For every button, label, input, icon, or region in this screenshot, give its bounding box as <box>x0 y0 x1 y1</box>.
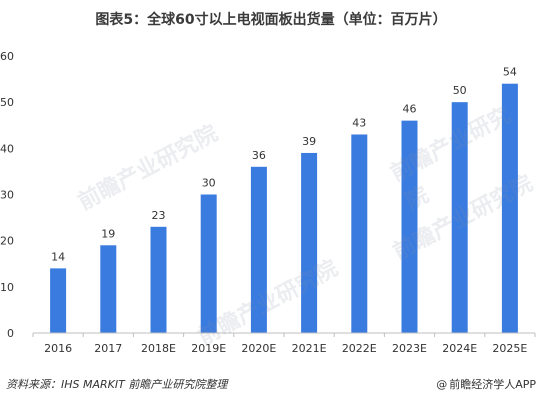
data-label: 23 <box>152 209 166 222</box>
y-tick-label: 30 <box>0 189 14 202</box>
source-note: 资料来源：IHS MARKIT 前瞻产业研究院整理 <box>6 378 228 391</box>
brand-label: @ 前瞻经济学人APP <box>436 376 536 392</box>
y-tick-label: 20 <box>0 235 14 248</box>
x-tick-label: 2017 <box>94 342 122 355</box>
bar <box>100 245 117 333</box>
x-tick-label: 2020E <box>241 342 276 355</box>
x-tick-label: 2022E <box>342 342 377 355</box>
bar <box>50 268 67 333</box>
x-tick-label: 2024E <box>442 342 477 355</box>
x-axis: 2016 2017 2018E 2019E 2020E 2021E 2022E 2023E 20… <box>32 332 536 355</box>
bar <box>150 226 167 333</box>
y-tick-label: 40 <box>0 142 14 155</box>
brand-name: 前瞻经济学人APP <box>449 378 536 391</box>
data-label: 19 <box>101 227 115 240</box>
data-label: 30 <box>202 177 216 190</box>
x-tick-label: 2025E <box>492 342 527 355</box>
y-tick-label: 50 <box>0 96 14 109</box>
y-tick-label: 10 <box>0 281 14 294</box>
bar <box>200 194 217 333</box>
y-axis: 0 10 20 30 40 50 60 <box>0 50 14 340</box>
brand-prefix: @ <box>436 378 448 391</box>
chart-title: 图表5：全球60寸以上电视面板出货量（单位：百万片） <box>95 12 447 28</box>
data-label: 36 <box>252 149 266 162</box>
bar <box>250 166 267 333</box>
bar <box>401 120 418 333</box>
bar <box>351 134 368 333</box>
data-label: 39 <box>302 135 316 148</box>
footer: 资料来源：IHS MARKIT 前瞻产业研究院整理 @ 前瞻经济学人APP <box>6 372 536 394</box>
x-tick-label: 2021E <box>292 342 327 355</box>
x-tick-label: 2018E <box>141 342 176 355</box>
y-tick-label: 60 <box>0 50 14 63</box>
data-label: 50 <box>453 84 467 97</box>
bar <box>451 102 468 334</box>
bars: 14 19 23 30 36 39 43 46 50 54 <box>50 66 518 334</box>
x-tick-label: 2016 <box>44 342 72 355</box>
bar <box>301 152 318 333</box>
x-tick-label: 2019E <box>191 342 226 355</box>
bar <box>501 83 518 333</box>
y-tick-label: 0 <box>7 327 14 340</box>
data-label: 14 <box>51 250 65 263</box>
data-label: 43 <box>352 116 366 129</box>
x-tick-label: 2023E <box>392 342 427 355</box>
data-label: 46 <box>403 103 417 116</box>
data-label: 54 <box>503 66 517 79</box>
